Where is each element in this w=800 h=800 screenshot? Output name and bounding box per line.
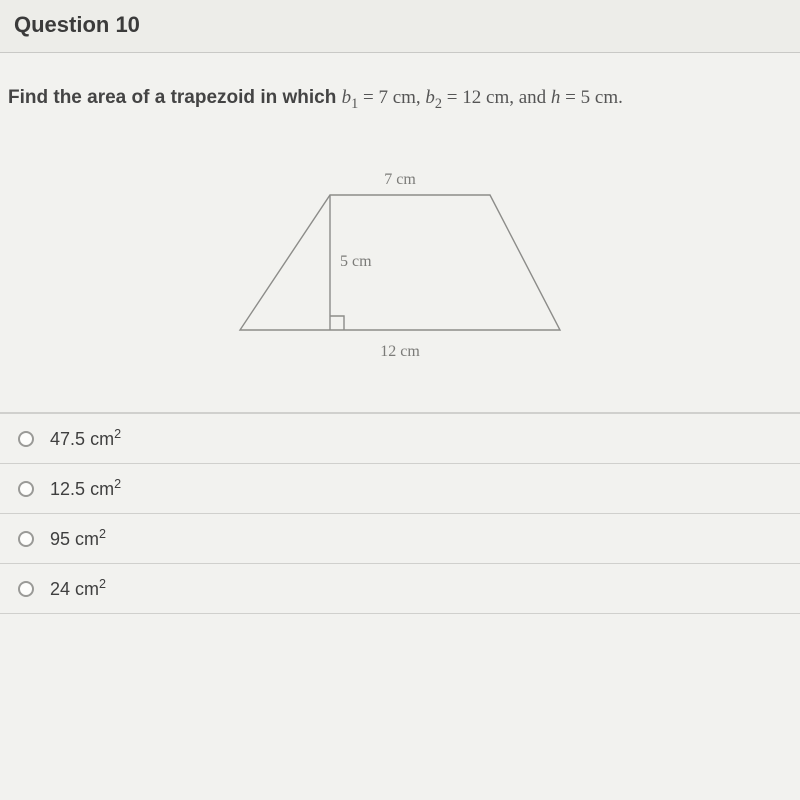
option-label: 12.5 cm2: [50, 477, 121, 500]
radio-icon[interactable]: [18, 481, 34, 497]
right-angle-marker: [330, 316, 344, 330]
option-exp: 2: [99, 577, 106, 591]
var-b2-sub: 2: [435, 96, 442, 112]
var-b1: b: [342, 87, 352, 108]
label-height: 5 cm: [340, 253, 372, 270]
option-label: 47.5 cm2: [50, 427, 121, 450]
prompt-values: b1 = 7 cm, b2 = 12 cm, and h = 5 cm.: [342, 87, 623, 108]
answer-option[interactable]: 95 cm2: [0, 513, 800, 563]
val-b2: = 12 cm, and: [442, 87, 551, 108]
option-value: 95: [50, 529, 70, 549]
question-content: Find the area of a trapezoid in which b1…: [0, 53, 800, 413]
option-label: 24 cm2: [50, 577, 106, 600]
question-prompt: Find the area of a trapezoid in which b1…: [6, 85, 794, 114]
trapezoid-outline: [240, 195, 560, 330]
label-top: 7 cm: [384, 171, 416, 188]
answer-options: 47.5 cm212.5 cm295 cm224 cm2: [0, 413, 800, 641]
label-bottom: 12 cm: [380, 343, 420, 360]
radio-icon[interactable]: [18, 531, 34, 547]
question-title: Question 10: [14, 12, 786, 38]
val-h: = 5 cm.: [560, 87, 622, 108]
option-exp: 2: [114, 477, 121, 491]
val-b1: = 7 cm,: [358, 87, 425, 108]
option-unit: cm: [90, 429, 114, 449]
option-value: 24: [50, 579, 70, 599]
option-unit: cm: [90, 479, 114, 499]
answer-option[interactable]: 12.5 cm2: [0, 463, 800, 513]
var-b2: b: [425, 87, 435, 108]
question-header: Question 10: [0, 0, 800, 53]
answer-option[interactable]: 47.5 cm2: [0, 414, 800, 463]
option-value: 12.5: [50, 479, 85, 499]
option-unit: cm: [75, 579, 99, 599]
trapezoid-figure: 7 cm 5 cm 12 cm: [190, 150, 610, 380]
var-h: h: [551, 87, 561, 108]
option-exp: 2: [99, 527, 106, 541]
options-trailing-space: [0, 613, 800, 641]
option-unit: cm: [75, 529, 99, 549]
prompt-lead: Find the area of a trapezoid in which: [8, 87, 342, 108]
option-label: 95 cm2: [50, 527, 106, 550]
radio-icon[interactable]: [18, 431, 34, 447]
option-value: 47.5: [50, 429, 85, 449]
figure-container: 7 cm 5 cm 12 cm: [6, 150, 794, 380]
radio-icon[interactable]: [18, 581, 34, 597]
option-exp: 2: [114, 427, 121, 441]
answer-option[interactable]: 24 cm2: [0, 563, 800, 613]
